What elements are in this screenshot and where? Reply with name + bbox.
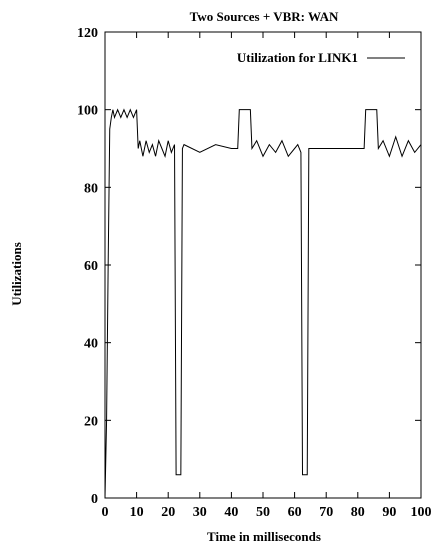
x-axis-label: Time in milliseconds	[207, 529, 321, 544]
y-tick-label: 40	[84, 337, 98, 352]
y-tick-label: 120	[77, 26, 98, 41]
chart-title: Two Sources + VBR: WAN	[190, 9, 339, 24]
x-tick-label: 80	[351, 505, 365, 520]
y-tick-label: 100	[77, 104, 98, 119]
y-tick-label: 20	[84, 414, 98, 429]
series-line-utilization-link1	[104, 108, 422, 499]
x-tick-label: 100	[411, 505, 432, 520]
y-tick-label: 0	[91, 492, 98, 507]
plot-frame	[104, 31, 422, 499]
x-tick-label: 90	[382, 505, 396, 520]
x-tick-label: 70	[319, 505, 333, 520]
x-tick-label: 40	[224, 505, 238, 520]
y-tick-label: 60	[84, 259, 98, 274]
x-tick-label: 30	[193, 505, 207, 520]
axis-ticks: 0 10 20 30 40 50 60 70 80 90 100 0 20 40 60 80 100 120	[77, 26, 432, 520]
x-tick-label: 20	[161, 505, 175, 520]
x-tick-label: 50	[256, 505, 270, 520]
x-tick-label: 0	[102, 505, 109, 520]
x-tick-label: 60	[288, 505, 302, 520]
x-tick-label: 10	[130, 505, 144, 520]
y-tick-label: 80	[84, 181, 98, 196]
legend-label: Utilization for LINK1	[237, 50, 358, 65]
y-axis-label: Utilizations	[9, 242, 24, 306]
legend: Utilization for LINK1	[237, 50, 405, 65]
